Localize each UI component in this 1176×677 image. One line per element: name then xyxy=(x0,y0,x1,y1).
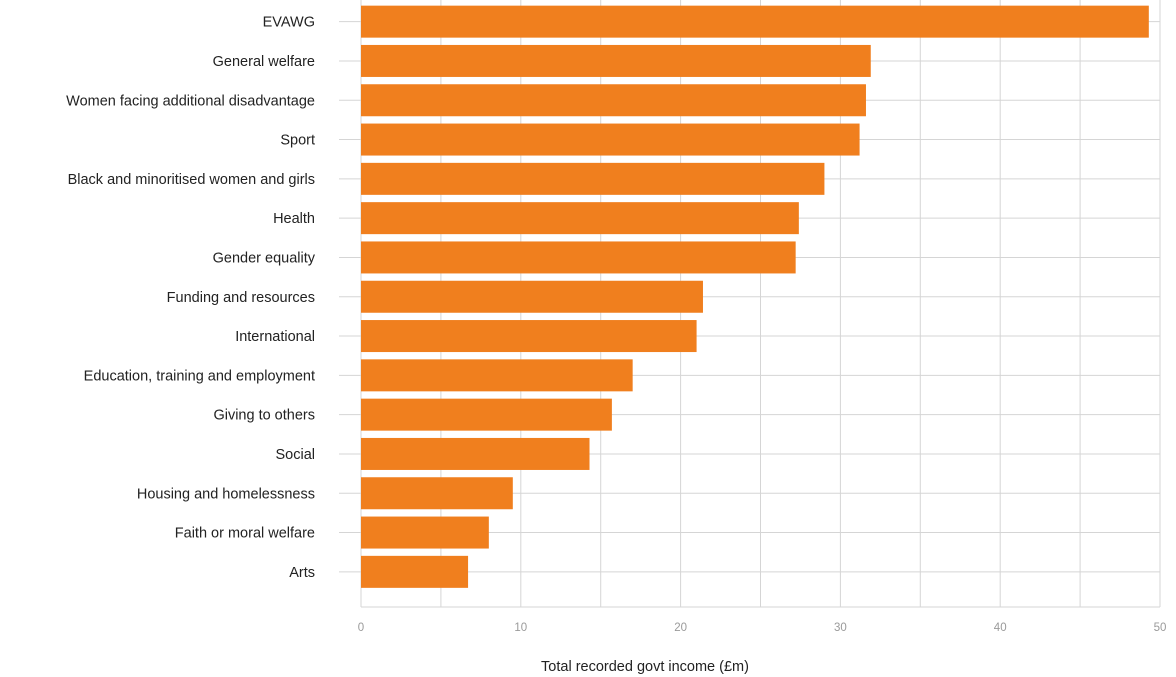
x-tick-label: 40 xyxy=(994,622,1007,634)
value-axis: 0 10 20 30 40 50 xyxy=(358,622,1167,634)
bar xyxy=(361,44,871,77)
category-label: Arts xyxy=(289,565,315,581)
bar xyxy=(361,359,633,392)
category-label: Housing and homelessness xyxy=(137,486,315,502)
bar xyxy=(361,123,860,156)
category-axis: EVAWG General welfare Women facing additio… xyxy=(66,15,316,581)
category-label: General welfare xyxy=(213,54,315,70)
category-label: Women facing additional disadvantage xyxy=(66,93,315,109)
bar xyxy=(361,516,489,549)
category-label: Health xyxy=(273,211,315,227)
category-label: Education, training and employment xyxy=(84,368,315,384)
bar xyxy=(361,437,590,470)
category-label: Funding and resources xyxy=(167,290,315,306)
bar xyxy=(361,280,703,313)
bar xyxy=(361,162,825,195)
x-tick-label: 30 xyxy=(834,622,847,634)
category-label: Giving to others xyxy=(213,408,315,424)
bar xyxy=(361,555,469,588)
x-tick-label: 20 xyxy=(674,622,687,634)
bar xyxy=(361,241,796,274)
x-tick-label: 10 xyxy=(514,622,527,634)
category-label: International xyxy=(235,329,315,345)
category-label: Social xyxy=(276,447,316,463)
bar xyxy=(361,320,697,353)
x-tick-label: 0 xyxy=(358,622,364,634)
bar xyxy=(361,398,612,431)
bar xyxy=(361,477,513,510)
x-axis-title: Total recorded govt income (£m) xyxy=(541,659,749,675)
bars xyxy=(361,5,1149,588)
category-label: Sport xyxy=(280,133,315,149)
bar xyxy=(361,202,799,235)
bar xyxy=(361,5,1149,38)
category-label: EVAWG xyxy=(263,15,315,31)
bar xyxy=(361,84,866,117)
category-label: Black and minoritised women and girls xyxy=(68,172,315,188)
category-label: Gender equality xyxy=(213,250,316,266)
x-tick-label: 50 xyxy=(1154,622,1167,634)
category-label: Faith or moral welfare xyxy=(175,526,315,542)
